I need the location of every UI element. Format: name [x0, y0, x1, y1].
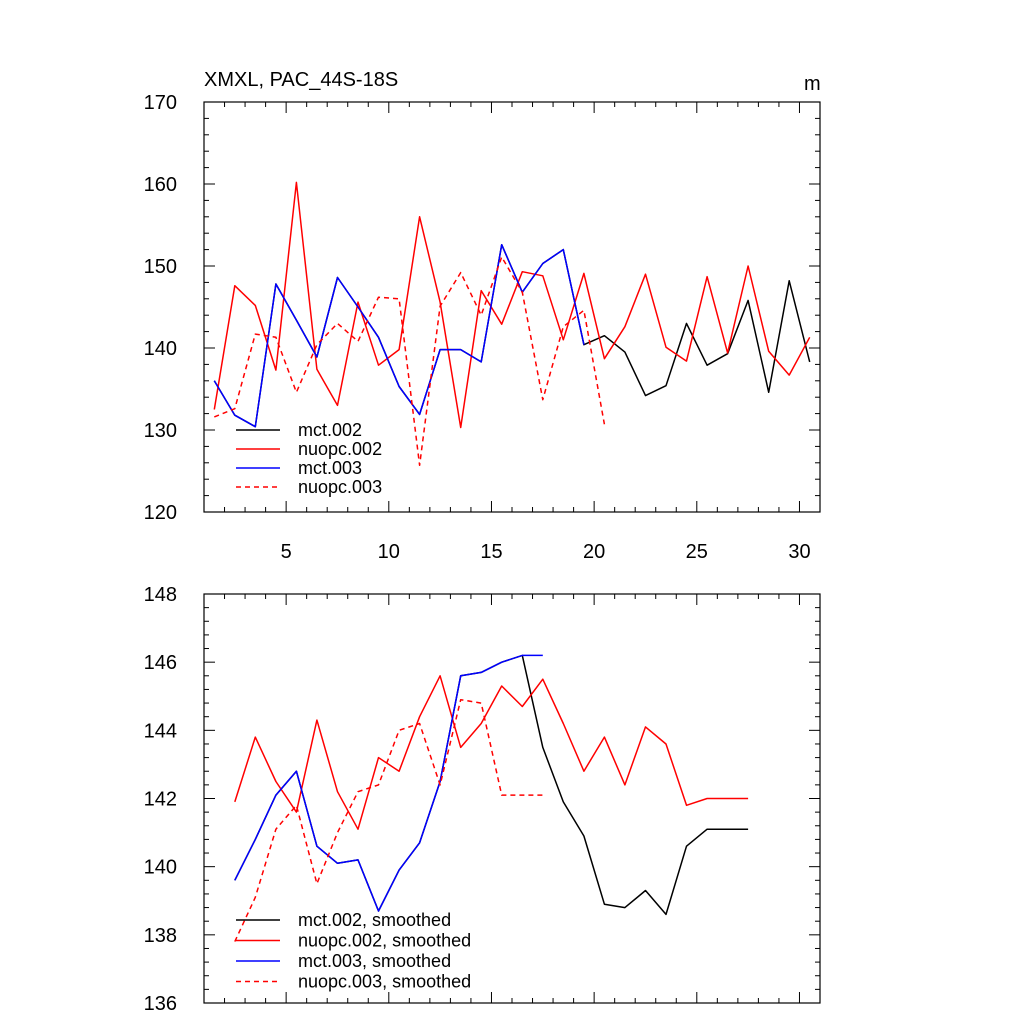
y-tick-label: 138: [144, 925, 177, 947]
x-tick-label: 25: [686, 541, 708, 563]
legend-label: mct.003, smoothed: [298, 951, 451, 971]
series-line-nuopc-002: [213, 181, 811, 429]
series-line-mct-002-smoothed: [234, 654, 749, 916]
legend-label: mct.003: [298, 458, 362, 478]
series-line-mct-003: [213, 243, 585, 428]
legend-label: mct.002, smoothed: [298, 910, 451, 930]
y-tick-label: 160: [144, 174, 177, 196]
x-tick-label: 5: [281, 541, 292, 563]
x-tick-label: 30: [788, 541, 810, 563]
x-tick-label: 10: [378, 541, 400, 563]
legend-label: nuopc.002: [298, 439, 382, 459]
y-tick-label: 150: [144, 256, 177, 278]
x-tick-label: 20: [583, 541, 605, 563]
y-tick-label: 170: [144, 92, 177, 114]
legend-label: nuopc.003, smoothed: [298, 972, 471, 992]
series-line-nuopc-002-smoothed: [234, 675, 749, 830]
y-tick-label: 146: [144, 652, 177, 674]
chart-title: XMXL, PAC_44S-18S: [204, 69, 398, 91]
series-line-nuopc-003-smoothed: [234, 698, 543, 942]
legend-label: mct.002: [298, 420, 362, 440]
plot-frame: [203, 101, 821, 513]
units-label: m: [804, 73, 821, 95]
y-tick-label: 130: [144, 420, 177, 442]
top-panel: 5 10 15 20 25 30 120 130 140 150 160 170 XMXL, PAC_4…: [144, 69, 821, 563]
y-tick-label: 136: [144, 993, 177, 1015]
series-line-mct-003-smoothed: [234, 654, 543, 912]
series-line-mct-002: [213, 243, 811, 428]
legend-label: nuopc.002, smoothed: [298, 931, 471, 951]
y-tick-label: 120: [144, 502, 177, 524]
y-tick-label: 142: [144, 789, 177, 811]
series-line-nuopc-003: [214, 256, 606, 467]
x-tick-label: 15: [480, 541, 502, 563]
y-tick-label: 140: [144, 338, 177, 360]
y-tick-label: 140: [144, 857, 177, 879]
y-tick-label: 144: [144, 720, 177, 742]
y-tick-label: 148: [144, 584, 177, 606]
legend-label: nuopc.003: [298, 477, 382, 497]
